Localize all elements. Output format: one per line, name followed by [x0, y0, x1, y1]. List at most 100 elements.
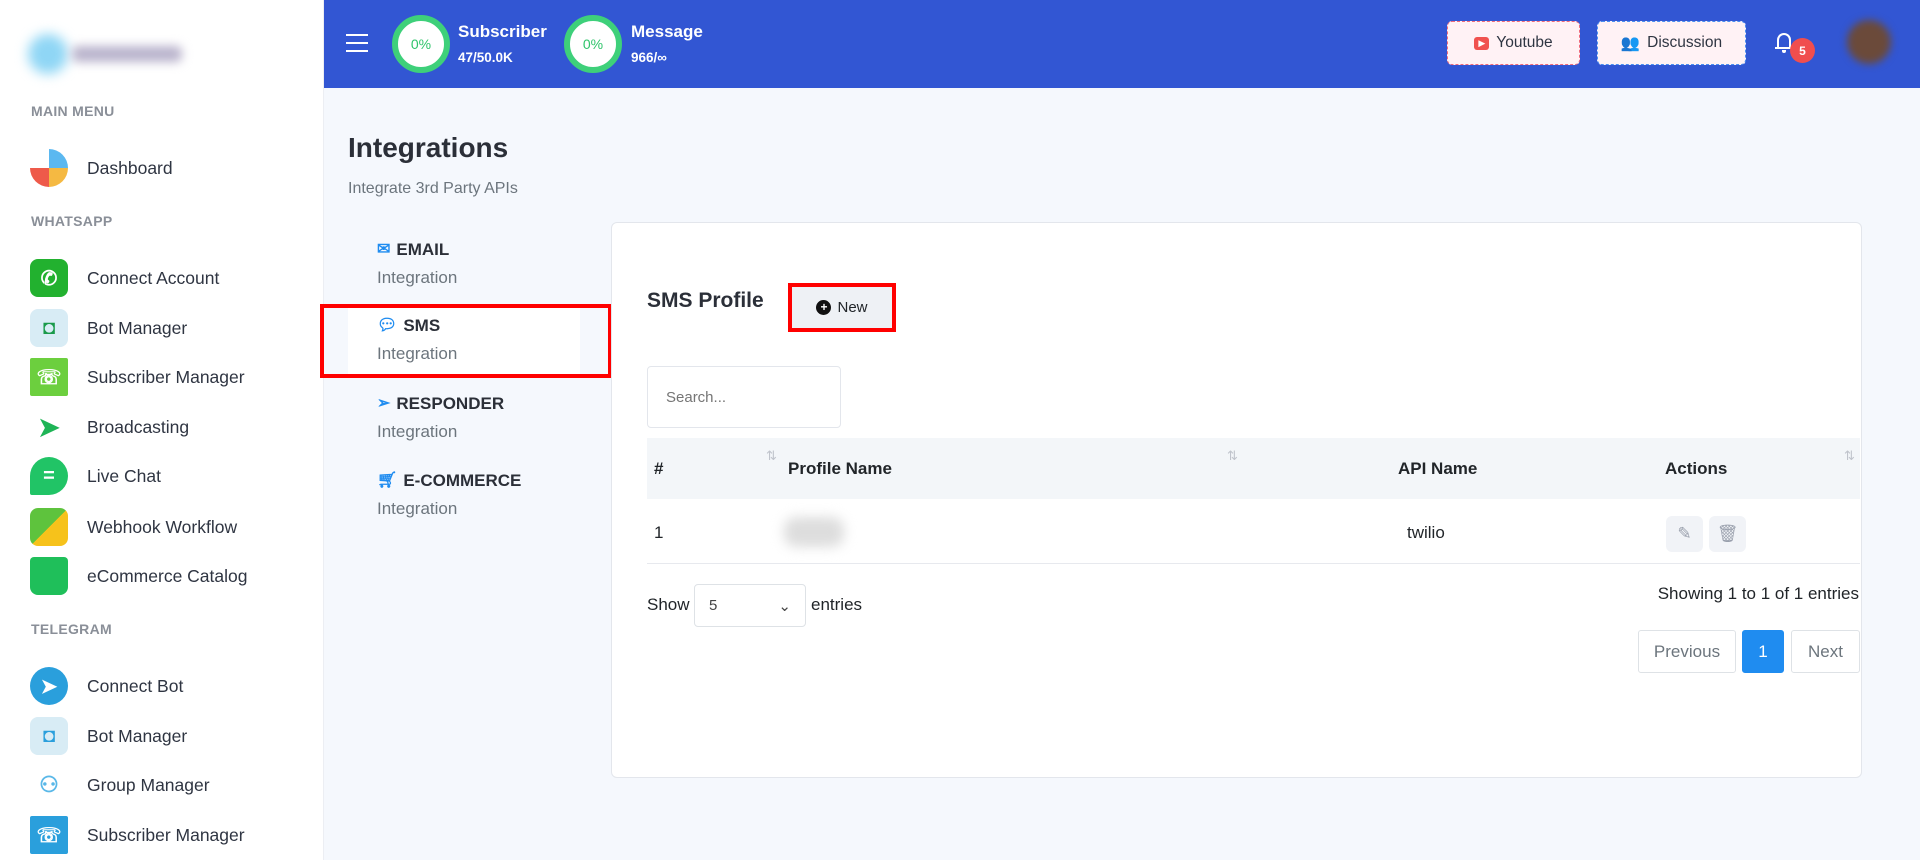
whatsapp-icon: ✆: [30, 259, 68, 297]
column-header-profile-name[interactable]: Profile Name: [788, 459, 892, 478]
search-input[interactable]: [647, 366, 841, 428]
robot-icon: ◘: [30, 717, 68, 755]
new-label: New: [837, 299, 868, 316]
section-main-menu: MAIN MENU: [31, 103, 115, 119]
column-header-actions: Actions: [1665, 459, 1728, 478]
plus-circle-icon: +: [816, 300, 832, 315]
page-title: Integrations: [348, 132, 509, 163]
message-value: 966/∞: [631, 50, 667, 65]
tab-sub: Integration: [377, 499, 458, 518]
tab-name: RESPONDER: [396, 394, 505, 413]
chat-bubble-icon: =: [30, 457, 68, 495]
youtube-button[interactable]: ▶ Youtube: [1447, 21, 1580, 65]
page-size-value: 5: [709, 597, 718, 614]
tab-ecommerce[interactable]: 🛒︎ E-COMMERCE Integration: [348, 463, 580, 533]
sidebar-item-connect-account[interactable]: ✆ Connect Account: [30, 258, 219, 298]
dashboard-gauge-icon: [30, 149, 68, 187]
chevron-down-icon: ⌄: [778, 597, 791, 615]
sort-icon[interactable]: ⇅: [1844, 448, 1855, 463]
tab-sms[interactable]: 💬︎ SMS Integration: [348, 308, 580, 378]
sidebar-item-label: Connect Account: [87, 267, 220, 288]
tab-sub: Integration: [377, 344, 458, 363]
discussion-button[interactable]: 👥 Discussion: [1597, 21, 1746, 65]
sms-icon: 💬︎: [377, 317, 398, 334]
top-header: 0% Subscriber 47/50.0K 0% Message 966/∞ …: [324, 0, 1920, 88]
youtube-icon: ▶: [1474, 36, 1490, 50]
sidebar-item-label: eCommerce Catalog: [87, 565, 248, 586]
tab-name: EMAIL: [396, 240, 450, 259]
group-icon: ⚇: [30, 766, 68, 804]
notification-badge: 5: [1790, 38, 1815, 63]
column-header-number[interactable]: #: [654, 459, 664, 478]
paper-plane-icon: ➢: [377, 395, 391, 412]
sidebar-item-label: Webhook Workflow: [87, 516, 238, 537]
sidebar-item-label: Connect Bot: [87, 675, 184, 696]
users-icon: 👥: [1620, 34, 1641, 52]
sidebar-item-label: Bot Manager: [87, 725, 188, 746]
page-subtitle: Integrate 3rd Party APIs: [348, 180, 518, 197]
sidebar-item-telegram-bot-manager[interactable]: ◘ Bot Manager: [30, 716, 187, 756]
sort-icon[interactable]: ⇅: [1227, 448, 1238, 463]
contact-book-icon: ☏: [30, 358, 68, 396]
sidebar-item-connect-bot[interactable]: ➤ Connect Bot: [30, 666, 183, 706]
contact-book-icon: ☏: [30, 816, 68, 854]
show-label: Show: [647, 595, 690, 614]
column-header-api-name[interactable]: API Name: [1398, 459, 1478, 478]
bell-icon[interactable]: [1775, 31, 1793, 53]
sort-icon[interactable]: ⇅: [766, 448, 777, 463]
profile-name-blurred: [784, 517, 844, 547]
entries-label: entries: [811, 595, 863, 614]
table-row: 1 twilio ✎ 🗑︎: [647, 501, 1860, 564]
subscriber-progress-ring: 0%: [392, 15, 450, 73]
paper-plane-icon: ➤: [30, 408, 68, 446]
sidebar-item-label: Broadcasting: [87, 416, 190, 437]
avatar[interactable]: [1847, 20, 1891, 64]
next-page-button[interactable]: Next: [1791, 630, 1860, 673]
shopping-bag-icon: [30, 557, 68, 595]
sidebar-item-dashboard[interactable]: Dashboard: [30, 148, 173, 188]
page-1-button[interactable]: 1: [1742, 630, 1784, 673]
tab-name: SMS: [403, 316, 441, 335]
highlight-box-sms-tab: [320, 304, 612, 378]
sidebar-item-label: Bot Manager: [87, 317, 188, 338]
puzzle-icon: [30, 508, 68, 546]
hamburger-menu-icon[interactable]: [346, 34, 368, 52]
sidebar-item-bot-manager[interactable]: ◘ Bot Manager: [30, 308, 187, 348]
card-title: SMS Profile: [647, 289, 764, 312]
sidebar-item-subscriber-manager[interactable]: ☏ Subscriber Manager: [30, 357, 245, 397]
envelope-icon: ✉: [377, 241, 391, 258]
table-info: Showing 1 to 1 of 1 entries: [1657, 584, 1859, 603]
sidebar-item-label: Group Manager: [87, 774, 210, 795]
sidebar-item-webhook-workflow[interactable]: Webhook Workflow: [30, 507, 237, 547]
delete-button[interactable]: 🗑︎: [1709, 516, 1746, 552]
sidebar-item-group-manager[interactable]: ⚇ Group Manager: [30, 765, 210, 805]
section-whatsapp: WHATSAPP: [31, 213, 113, 229]
tab-sub: Integration: [377, 422, 458, 441]
sidebar-item-label: Dashboard: [87, 157, 173, 178]
logo[interactable]: [28, 30, 188, 74]
sidebar-item-ecommerce-catalog[interactable]: eCommerce Catalog: [30, 556, 247, 596]
page-size-select[interactable]: 5 ⌄: [694, 584, 806, 627]
api-name: twilio: [1407, 523, 1445, 542]
youtube-label: Youtube: [1496, 34, 1553, 51]
sidebar-item-label: Subscriber Manager: [87, 824, 245, 845]
tab-name: E-COMMERCE: [403, 471, 522, 490]
sidebar-item-label: Live Chat: [87, 465, 161, 486]
tab-responder[interactable]: ➢ RESPONDER Integration: [348, 386, 580, 456]
tab-email[interactable]: ✉ EMAIL Integration: [348, 232, 580, 302]
new-profile-button[interactable]: + New: [788, 283, 896, 332]
cart-icon: 🛒︎: [377, 472, 398, 489]
sidebar-item-label: Subscriber Manager: [87, 366, 245, 387]
message-progress-ring: 0%: [564, 15, 622, 73]
message-label: Message: [631, 22, 703, 41]
sidebar-item-broadcasting[interactable]: ➤ Broadcasting: [30, 407, 189, 447]
sidebar-item-live-chat[interactable]: = Live Chat: [30, 456, 161, 496]
sidebar-item-telegram-subscriber-manager[interactable]: ☏ Subscriber Manager: [30, 815, 245, 855]
edit-button[interactable]: ✎: [1666, 516, 1703, 552]
section-telegram: TELEGRAM: [31, 621, 112, 637]
telegram-icon: ➤: [30, 667, 68, 705]
trash-icon: 🗑︎: [1716, 524, 1739, 543]
robot-icon: ◘: [30, 309, 68, 347]
previous-page-button[interactable]: Previous: [1638, 630, 1736, 673]
tab-sub: Integration: [377, 268, 458, 287]
